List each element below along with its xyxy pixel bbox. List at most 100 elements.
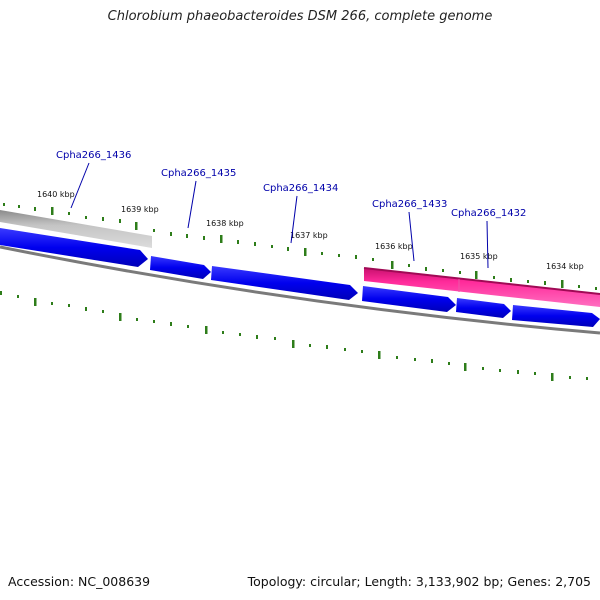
tick <box>361 350 363 353</box>
tick <box>475 271 478 279</box>
tick <box>321 252 323 255</box>
tick <box>442 269 444 272</box>
tick <box>153 320 155 323</box>
tick <box>499 369 501 372</box>
kbp-label: 1637 kbp <box>290 231 328 240</box>
tick <box>0 291 2 295</box>
kbp-labels: 1640 kbp 1639 kbp 1638 kbp 1637 kbp 1636… <box>37 190 584 271</box>
tick <box>186 234 188 238</box>
kbp-label: 1635 kbp <box>460 252 498 261</box>
upper-tick-track <box>3 203 597 290</box>
gene-label-leaders <box>70 162 489 269</box>
tick <box>292 340 295 348</box>
tick <box>378 351 381 359</box>
tick <box>153 229 155 232</box>
cds-arrow-cpha266-1432-b[interactable] <box>512 305 600 327</box>
tick <box>187 325 189 328</box>
kbp-label: 1640 kbp <box>37 190 75 199</box>
tick <box>493 276 495 279</box>
gene-label-cpha266-1435[interactable]: Cpha266_1435 <box>161 168 236 179</box>
tick <box>51 302 53 305</box>
cds-arrow-cpha266-1433[interactable] <box>362 286 456 312</box>
tick <box>355 255 357 259</box>
tick <box>203 236 205 240</box>
tick <box>17 295 19 298</box>
kbp-label: 1634 kbp <box>546 262 584 271</box>
tick <box>372 258 374 261</box>
tick <box>586 377 588 380</box>
tick <box>425 267 427 271</box>
tick <box>287 247 289 251</box>
tick <box>68 304 70 307</box>
accession-text: Accession: NC_008639 <box>8 574 151 589</box>
tick <box>561 280 564 288</box>
tick <box>338 254 340 257</box>
tick <box>344 348 346 351</box>
tick <box>271 245 273 248</box>
rna-feature[interactable] <box>364 268 600 307</box>
tick <box>544 281 546 285</box>
cds-track <box>0 228 600 327</box>
kbp-label: 1638 kbp <box>206 219 244 228</box>
tick <box>459 271 461 274</box>
tick <box>102 310 104 313</box>
tick <box>326 345 328 349</box>
genome-backbone <box>0 245 600 335</box>
tick <box>254 242 256 246</box>
tick <box>222 331 224 334</box>
tick <box>595 287 597 290</box>
tick <box>448 362 450 365</box>
gene-labels: Cpha266_1436 Cpha266_1435 Cpha266_1434 C… <box>56 150 526 219</box>
tick <box>51 207 54 215</box>
gene-label-cpha266-1434[interactable]: Cpha266_1434 <box>263 183 338 194</box>
tick <box>527 280 529 283</box>
tick <box>170 232 172 236</box>
cds-arrow-cpha266-1434[interactable] <box>211 266 358 300</box>
tick <box>239 333 241 336</box>
tick <box>220 235 223 243</box>
tick <box>205 326 208 334</box>
tick <box>517 370 519 374</box>
tick <box>309 344 311 347</box>
tick <box>414 358 416 361</box>
gene-label-cpha266-1436[interactable]: Cpha266_1436 <box>56 150 131 161</box>
tick <box>396 356 398 359</box>
tick <box>304 248 307 256</box>
gene-label-cpha266-1433[interactable]: Cpha266_1433 <box>372 199 447 210</box>
tick <box>136 318 138 321</box>
rna-feature-edge <box>363 267 600 295</box>
cds-arrow-cpha266-1436[interactable] <box>0 228 148 267</box>
tick <box>391 261 394 269</box>
tick <box>578 285 580 288</box>
tick <box>274 337 276 340</box>
tick <box>510 278 512 282</box>
gene-label-cpha266-1432[interactable]: Cpha266_1432 <box>451 208 526 219</box>
lower-tick-track <box>0 291 588 381</box>
tick <box>482 367 484 370</box>
genome-summary-text: Topology: circular; Length: 3,133,902 bp… <box>247 574 591 589</box>
tick <box>431 359 433 363</box>
tick <box>464 363 467 371</box>
tick <box>68 212 70 215</box>
tick <box>3 203 5 206</box>
tick <box>34 207 36 211</box>
tick <box>85 307 87 311</box>
tick <box>135 222 138 230</box>
tick <box>34 298 37 306</box>
tick <box>551 373 554 381</box>
tick <box>119 313 122 321</box>
map-title: Chlorobium phaeobacteroides DSM 266, com… <box>107 9 493 24</box>
tick <box>170 322 172 326</box>
kbp-label: 1639 kbp <box>121 205 159 214</box>
tick <box>534 372 536 375</box>
feature-track <box>0 210 600 307</box>
tick <box>408 264 410 267</box>
tick <box>85 216 87 219</box>
tick <box>18 205 20 208</box>
cds-arrow-cpha266-1435[interactable] <box>150 256 211 279</box>
tick <box>256 335 258 339</box>
grey-feature[interactable] <box>0 210 152 248</box>
cds-arrow-cpha266-1432-a[interactable] <box>456 298 511 318</box>
